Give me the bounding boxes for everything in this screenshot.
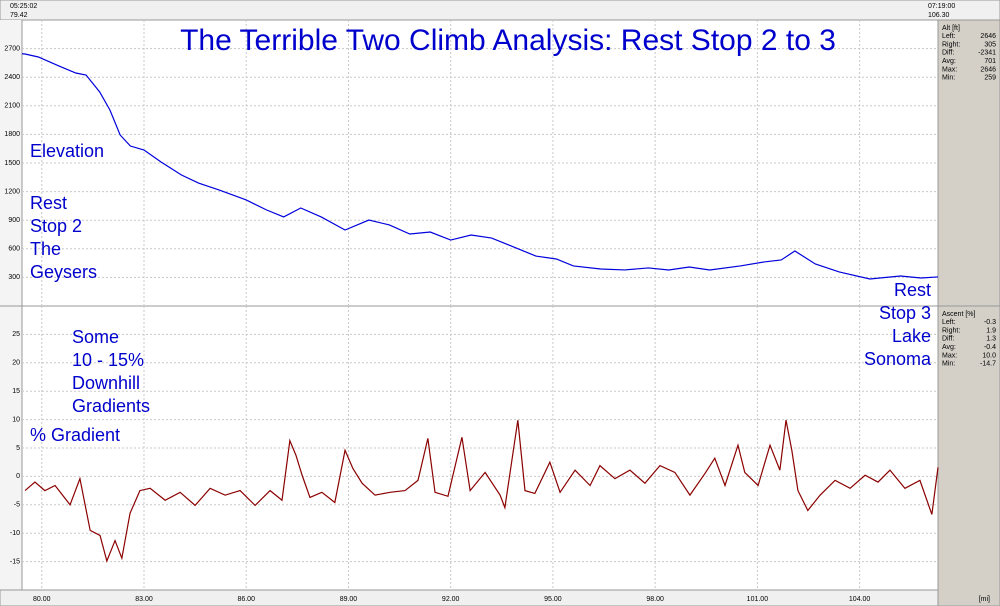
- annotation: Geysers: [30, 262, 97, 282]
- annotation: Lake: [892, 326, 931, 346]
- stats-value: -0.3: [984, 319, 996, 326]
- bottom-strip: [0, 589, 939, 606]
- stats-value: 1.9: [986, 327, 996, 334]
- y-tick-label: 2400: [4, 74, 20, 81]
- stats-label: Min:: [942, 361, 955, 368]
- x-tick-label: 95.00: [544, 596, 562, 603]
- stats-title: Alt [ft]: [942, 25, 960, 32]
- stats-value: -14.7: [980, 361, 996, 368]
- stats-panel: [937, 19, 1000, 606]
- x-axis-label: [mi]: [979, 596, 990, 603]
- annotation: Stop 3: [879, 303, 931, 323]
- stats-value: 259: [984, 75, 996, 82]
- x-tick-label: 92.00: [442, 596, 460, 603]
- x-tick-label: 83.00: [135, 596, 153, 603]
- y-tick-label: 1500: [4, 160, 20, 167]
- annotation: Elevation: [30, 141, 104, 161]
- y-tick-label: 15: [12, 388, 20, 395]
- x-tick-label: 98.00: [646, 596, 664, 603]
- x-tick-label: 101.00: [747, 596, 769, 603]
- y-tick-label: 900: [8, 217, 20, 224]
- stats-value: 10.0: [982, 352, 996, 359]
- x-tick-label: 104.00: [849, 596, 871, 603]
- end-position: 106.30: [928, 12, 950, 19]
- y-tick-label: 10: [12, 416, 20, 423]
- top-strip: [0, 0, 1000, 21]
- stats-value: 305: [984, 41, 996, 48]
- y-tick-label: 25: [12, 331, 20, 338]
- stats-label: Avg:: [942, 344, 956, 351]
- stats-label: Left:: [942, 33, 956, 40]
- y-tick-label: -5: [14, 502, 20, 509]
- y-tick-label: 300: [8, 274, 20, 281]
- start-time: 05:25:02: [10, 3, 37, 10]
- y-gutter: [0, 20, 22, 590]
- stats-label: Max:: [942, 352, 957, 359]
- y-tick-label: 20: [12, 360, 20, 367]
- stats-label: Diff:: [942, 336, 954, 343]
- y-tick-label: 1800: [4, 131, 20, 138]
- y-tick-label: -15: [10, 558, 20, 565]
- start-position: 79.42: [10, 12, 28, 19]
- stats-value: 2646: [980, 66, 996, 73]
- annotation: % Gradient: [30, 425, 120, 445]
- stats-value: 2646: [980, 33, 996, 40]
- annotation: The: [30, 239, 61, 259]
- annotation: Stop 2: [30, 216, 82, 236]
- stats-label: Diff:: [942, 50, 954, 57]
- annotation: Some: [72, 327, 119, 347]
- annotation: Gradients: [72, 396, 150, 416]
- x-tick-label: 86.00: [237, 596, 255, 603]
- stats-label: Min:: [942, 75, 955, 82]
- stats-label: Avg:: [942, 58, 956, 65]
- stats-value: 701: [984, 58, 996, 65]
- annotation: Rest: [30, 193, 67, 213]
- annotation: 10 - 15%: [72, 350, 144, 370]
- stats-label: Max:: [942, 66, 957, 73]
- y-tick-label: 1200: [4, 188, 20, 195]
- y-tick-label: -10: [10, 530, 20, 537]
- stats-value: -2341: [978, 50, 996, 57]
- x-tick-label: 80.00: [33, 596, 51, 603]
- annotation: Rest: [894, 280, 931, 300]
- y-tick-label: 5: [16, 445, 20, 452]
- stats-title: Ascent [%]: [942, 311, 976, 318]
- y-tick-label: 2100: [4, 103, 20, 110]
- stats-value: 1.3: [986, 336, 996, 343]
- stats-value: -0.4: [984, 344, 996, 351]
- stats-label: Right:: [942, 41, 960, 48]
- annotation: Sonoma: [864, 349, 932, 369]
- y-tick-label: 600: [8, 246, 20, 253]
- stats-label: Right:: [942, 327, 960, 334]
- y-tick-label: 0: [16, 473, 20, 480]
- data-line: [24, 420, 939, 563]
- stats-label: Left:: [942, 319, 956, 326]
- y-tick-label: 2700: [4, 45, 20, 52]
- chart-title: The Terrible Two Climb Analysis: Rest St…: [180, 24, 836, 57]
- data-line: [21, 53, 939, 280]
- annotation: Downhill: [72, 373, 140, 393]
- end-time: 07:19:00: [928, 3, 955, 10]
- x-tick-label: 89.00: [340, 596, 358, 603]
